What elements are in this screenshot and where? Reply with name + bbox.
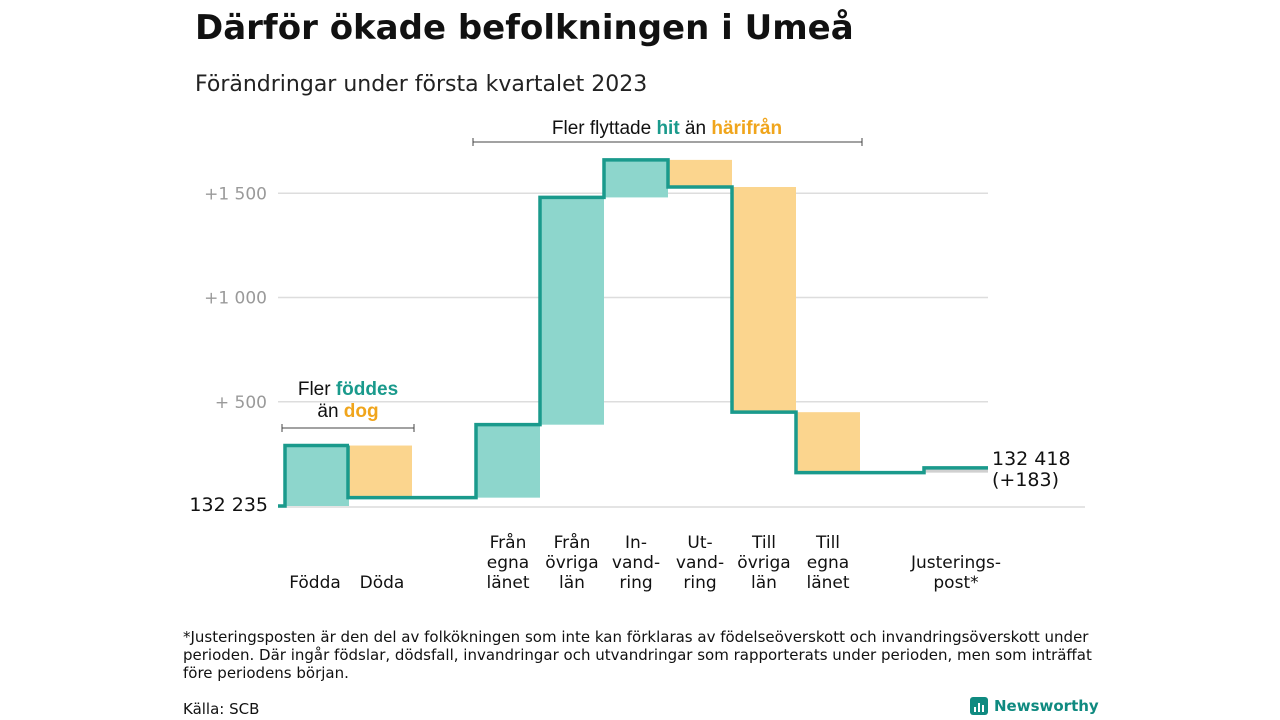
y-tick-label: +1 000 — [204, 289, 267, 309]
waterfall-bar — [285, 445, 349, 506]
waterfall-bar — [476, 424, 540, 498]
category-label: egna — [807, 553, 849, 573]
category-label: In- — [625, 533, 647, 553]
category-label: övriga — [545, 553, 598, 573]
category-label: län — [751, 573, 777, 593]
category-label: post* — [933, 573, 978, 593]
waterfall-bar — [924, 467, 988, 473]
category-label: egna — [487, 553, 529, 573]
category-label: Födda — [289, 573, 341, 593]
waterfall-bar — [796, 412, 860, 473]
category-label: länet — [486, 573, 529, 593]
chart-title: Därför ökade befolkningen i Umeå — [195, 8, 854, 48]
footnote: *Justeringsposten är den del av folkökni… — [183, 628, 1092, 682]
chart-subtitle: Förändringar under första kvartalet 2023 — [195, 72, 648, 97]
end-change-label: (+183) — [992, 469, 1059, 491]
category-label: län — [559, 573, 585, 593]
category-label: Till — [815, 533, 840, 553]
waterfall-chart: + 500 +1 000 +1 500 132 235 132 418(+183) Föd… — [189, 118, 1085, 593]
category-label: Till — [751, 533, 776, 553]
category-label: ring — [619, 573, 652, 593]
category-label: vand- — [676, 553, 724, 573]
moves-annotation: Fler flyttade hit än härifrån — [552, 118, 782, 139]
source-text: Källa: SCB — [183, 700, 260, 718]
category-label: Från — [490, 532, 527, 553]
category-label: länet — [806, 573, 849, 593]
category-label: övriga — [737, 553, 790, 573]
category-label: vand- — [612, 553, 660, 573]
y-tick-label: +1 500 — [204, 184, 267, 204]
end-value-label: 132 418 — [992, 448, 1071, 470]
waterfall-bar — [668, 159, 732, 187]
category-label: Från — [554, 532, 591, 553]
y-tick-label: + 500 — [215, 393, 267, 413]
births-annotation-line1: Fler föddes — [298, 379, 398, 400]
brand-logo: Newsworthy — [970, 697, 1099, 715]
waterfall-bar — [540, 197, 604, 425]
category-label: ring — [683, 573, 716, 593]
category-label: Ut- — [687, 533, 712, 553]
running-total-line — [278, 158, 988, 508]
waterfall-bar — [348, 445, 412, 498]
waterfall-bar — [732, 186, 796, 413]
brand-name: Newsworthy — [994, 697, 1099, 715]
newsworthy-icon — [970, 697, 988, 715]
category-label: Justerings- — [910, 553, 1001, 573]
births-annotation-line2: än dog — [317, 401, 378, 422]
waterfall-bar — [604, 159, 668, 198]
category-label: Döda — [360, 573, 405, 593]
start-value-label: 132 235 — [189, 494, 268, 516]
